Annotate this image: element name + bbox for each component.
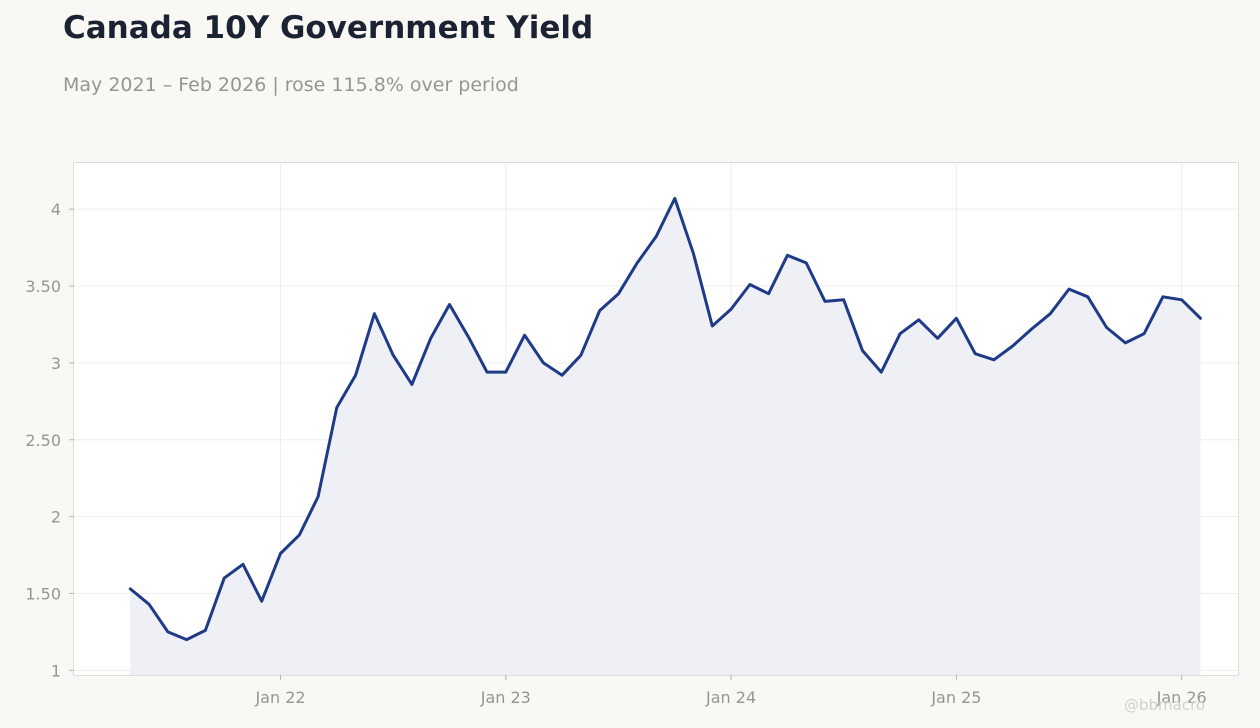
x-axis: Jan 22 Jan 23 Jan 24 Jan 25 Jan 26 <box>254 675 1207 707</box>
x-tick-label: Jan 24 <box>705 688 756 707</box>
chart-title: Canada 10Y Government Yield <box>63 10 594 46</box>
y-tick-label: 2.50 <box>25 431 61 450</box>
watermark: @bbmacro <box>1124 696 1206 714</box>
y-tick-label: 1.50 <box>25 585 61 604</box>
chart-subtitle: May 2021 – Feb 2026 | rose 115.8% over p… <box>63 74 519 96</box>
y-tick-label: 2 <box>51 508 61 527</box>
x-tick-label: Jan 26 <box>1156 688 1207 707</box>
y-tick-label: 4 <box>51 200 61 219</box>
x-tick-label: Jan 25 <box>930 688 981 707</box>
area-fill <box>130 198 1201 675</box>
y-tick-label: 3 <box>51 354 61 373</box>
x-tick-label: Jan 22 <box>254 688 305 707</box>
series-line <box>128 196 1202 642</box>
y-tick-label: 1 <box>51 661 61 680</box>
y-tick-label: 3.50 <box>25 277 61 296</box>
x-tick-label: Jan 23 <box>480 688 531 707</box>
y-axis: 1 1.50 2 2.50 3 3.50 4 <box>25 200 74 680</box>
